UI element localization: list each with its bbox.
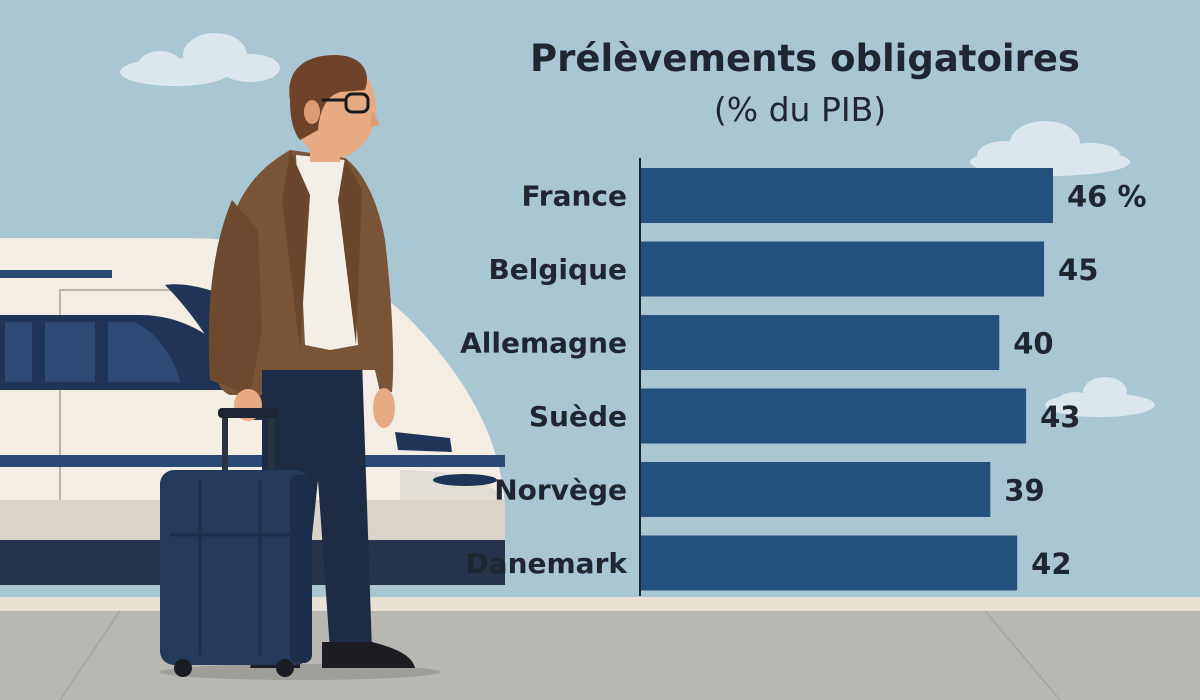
cloud-icon bbox=[1045, 377, 1155, 417]
shoe bbox=[322, 642, 415, 668]
bar-allemagne bbox=[641, 315, 1000, 370]
platform-joint bbox=[59, 610, 121, 700]
suitcase-wheel bbox=[276, 659, 294, 677]
clouds bbox=[120, 33, 1155, 417]
category-label: Suède bbox=[529, 400, 627, 433]
chart-title: Prélèvements obligatoires bbox=[530, 37, 1080, 80]
suitcase-handle bbox=[218, 408, 278, 418]
hand bbox=[373, 388, 395, 428]
bar-france bbox=[641, 168, 1053, 223]
cloud-icon bbox=[970, 121, 1130, 176]
bar-group bbox=[641, 168, 1053, 591]
train-window bbox=[45, 322, 95, 382]
category-labels: France Belgique Allemagne Suède Norvège Danem… bbox=[460, 180, 628, 581]
chart: Prélèvements obligatoires (% du PIB) Fra… bbox=[460, 37, 1147, 596]
jacket-lapel bbox=[338, 158, 362, 345]
glasses-icon bbox=[322, 92, 370, 114]
nose bbox=[370, 110, 380, 127]
train-nose-detail bbox=[433, 474, 497, 486]
train-window bbox=[108, 322, 180, 382]
train-window bbox=[5, 322, 32, 382]
value-labels: 46 % 45 40 43 39 42 bbox=[1004, 180, 1146, 582]
suitcase-body bbox=[160, 470, 310, 665]
category-label: Danemark bbox=[465, 547, 628, 580]
ear bbox=[304, 100, 320, 124]
category-label: Norvège bbox=[494, 474, 627, 507]
value-label: 45 bbox=[1058, 253, 1098, 287]
jacket-lapel bbox=[282, 150, 310, 350]
train-lower-stripe bbox=[0, 455, 505, 467]
value-label: 40 bbox=[1013, 327, 1053, 361]
value-label: 39 bbox=[1004, 474, 1044, 508]
value-label: 43 bbox=[1040, 400, 1080, 434]
suitcase-handle-rod bbox=[268, 415, 274, 475]
cloud-icon bbox=[120, 33, 280, 86]
train-headlight bbox=[395, 432, 452, 452]
value-label: 46 % bbox=[1067, 180, 1147, 214]
category-label: Belgique bbox=[488, 253, 627, 286]
bar-danemark bbox=[641, 535, 1018, 591]
jacket-sleeve bbox=[208, 200, 262, 395]
chart-subtitle: (% du PIB) bbox=[714, 90, 886, 129]
value-label: 42 bbox=[1031, 547, 1071, 581]
traveler-figure bbox=[160, 55, 440, 680]
suitcase-handle-rod bbox=[222, 415, 228, 475]
rolling-suitcase bbox=[160, 408, 312, 677]
bar-norvège bbox=[641, 462, 991, 517]
bar-belgique bbox=[641, 241, 1045, 297]
category-label: France bbox=[521, 180, 627, 213]
train-roof-stripe bbox=[0, 270, 112, 278]
suitcase-wheel bbox=[174, 659, 192, 677]
platform-joint bbox=[984, 610, 1061, 700]
suitcase-side bbox=[290, 475, 312, 663]
category-label: Allemagne bbox=[460, 327, 627, 360]
bar-suède bbox=[641, 388, 1027, 444]
